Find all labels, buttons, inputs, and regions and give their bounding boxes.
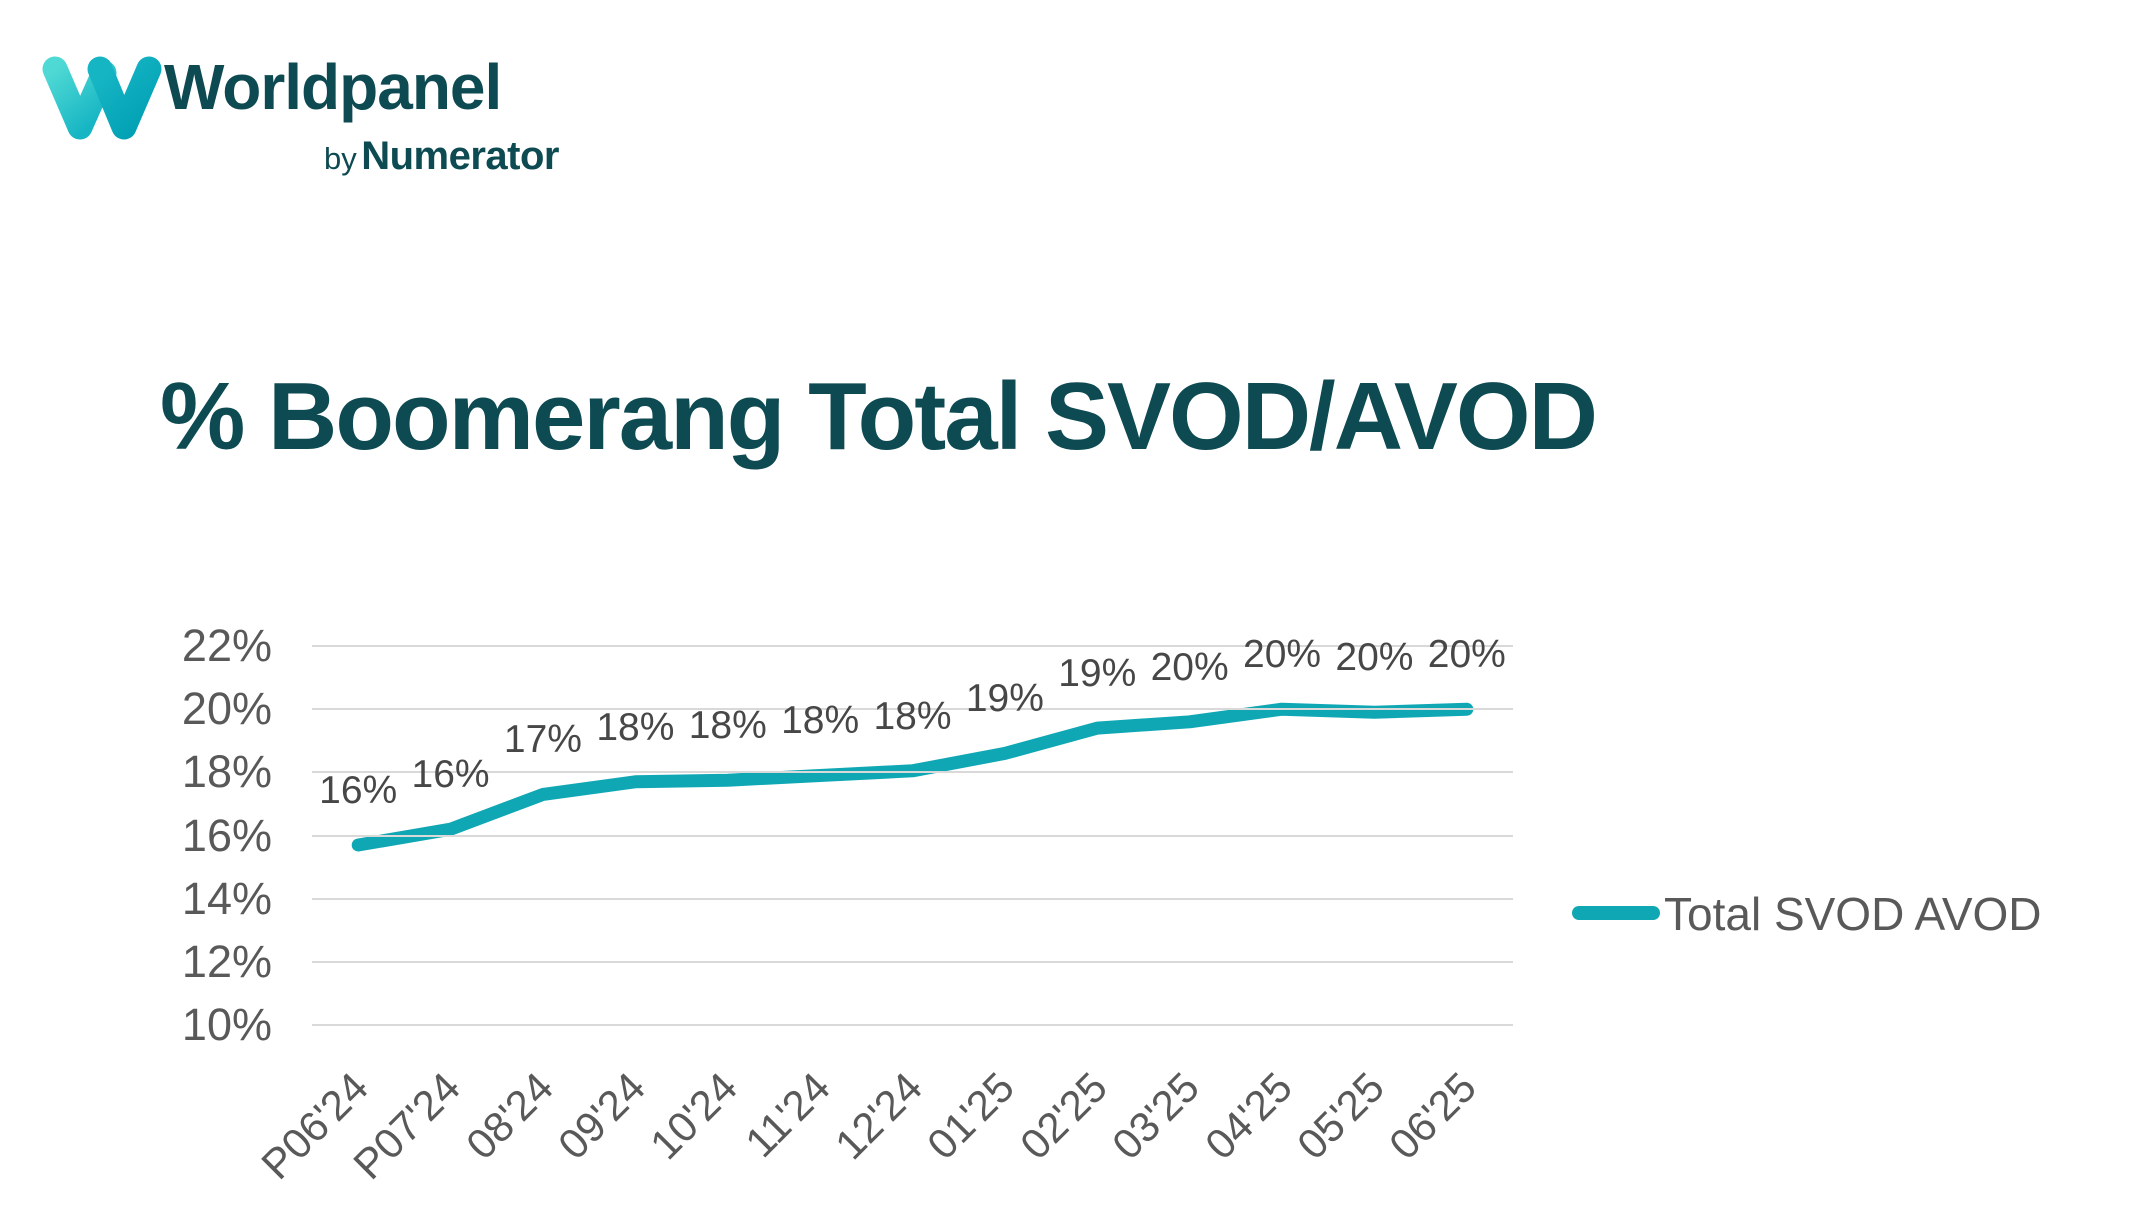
gridline [312, 834, 1513, 837]
series-data-label: 16% [411, 753, 490, 797]
y-axis-tick-label: 18% [181, 746, 272, 798]
y-axis-tick-label: 20% [181, 683, 272, 735]
series-data-label: 20% [1427, 633, 1506, 677]
gridline [312, 1024, 1513, 1026]
gridline [312, 897, 1513, 900]
series-data-label: 20% [1150, 645, 1229, 689]
series-data-label: 20% [1243, 633, 1322, 677]
chart-title: % Boomerang Total SVOD/AVOD [160, 363, 1598, 470]
y-axis-tick-label: 10% [181, 999, 272, 1050]
series-data-label: 16% [319, 768, 398, 812]
gridline [312, 708, 1513, 711]
series-data-label: 20% [1335, 636, 1414, 680]
byline-prefix: by [324, 141, 357, 176]
y-axis-tick-label: 12% [181, 935, 272, 987]
gridline [312, 645, 1513, 647]
legend-line-swatch [1572, 906, 1660, 920]
series-data-label: 18% [781, 699, 860, 743]
worldpanel-w-icon [42, 56, 162, 140]
y-axis-tick-label: 22% [181, 620, 272, 671]
series-data-label: 17% [503, 718, 582, 762]
series-data-label: 18% [873, 694, 952, 738]
gridline [312, 771, 1513, 774]
brand-name: Worldpanel [164, 51, 502, 123]
series-data-label: 19% [1058, 652, 1137, 696]
series-data-label: 19% [965, 677, 1044, 721]
gridline [312, 960, 1513, 963]
series-data-label: 18% [688, 704, 767, 748]
series-data-label: 18% [596, 705, 675, 749]
y-axis-tick-label: 16% [181, 809, 272, 861]
y-axis-tick-label: 14% [181, 872, 272, 924]
byline-brand: Numerator [361, 134, 559, 178]
legend-label: Total SVOD AVOD [1664, 888, 2042, 940]
brand-byline: by Numerator [324, 134, 824, 179]
